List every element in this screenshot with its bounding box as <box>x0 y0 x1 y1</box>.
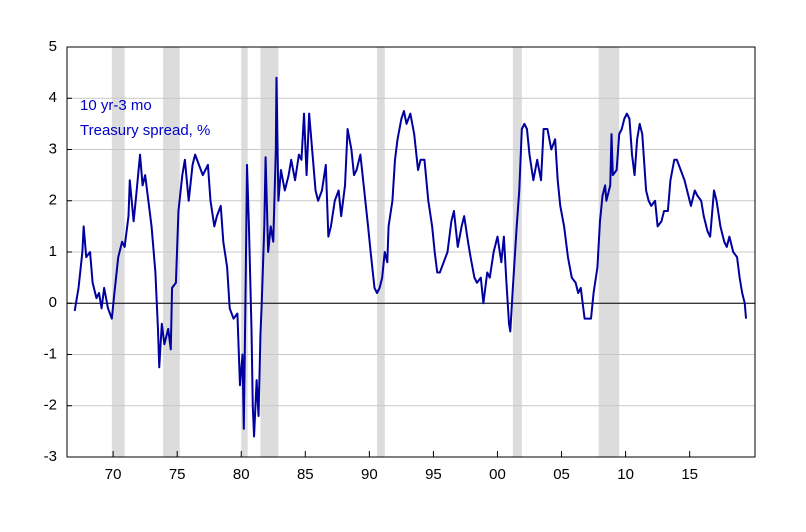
y-tick-label: 2 <box>49 192 57 209</box>
x-tick-label: 15 <box>681 466 698 483</box>
y-tick-label: -3 <box>44 448 57 465</box>
y-tick-label: 0 <box>49 294 57 311</box>
x-tick-label: 70 <box>105 466 122 483</box>
y-tick-label: 1 <box>49 243 57 260</box>
y-tick-label: -2 <box>44 397 57 414</box>
x-tick-label: 85 <box>297 466 314 483</box>
annotation: 10 yr-3 mo <box>80 97 152 114</box>
series-line <box>73 76 748 438</box>
y-tick-label: 3 <box>49 140 57 157</box>
x-tick-label: 05 <box>553 466 570 483</box>
x-tick-label: 10 <box>617 466 634 483</box>
y-tick-label: 4 <box>49 89 57 106</box>
y-tick-label: -1 <box>44 345 57 362</box>
x-tick-label: 95 <box>425 466 442 483</box>
annotation: Treasury spread, % <box>80 122 210 139</box>
x-tick-label: 00 <box>489 466 506 483</box>
x-tick-label: 80 <box>233 466 250 483</box>
x-tick-label: 75 <box>169 466 186 483</box>
x-tick-label: 90 <box>361 466 378 483</box>
plot-frame <box>66 46 756 458</box>
y-tick-label: 5 <box>49 38 57 55</box>
